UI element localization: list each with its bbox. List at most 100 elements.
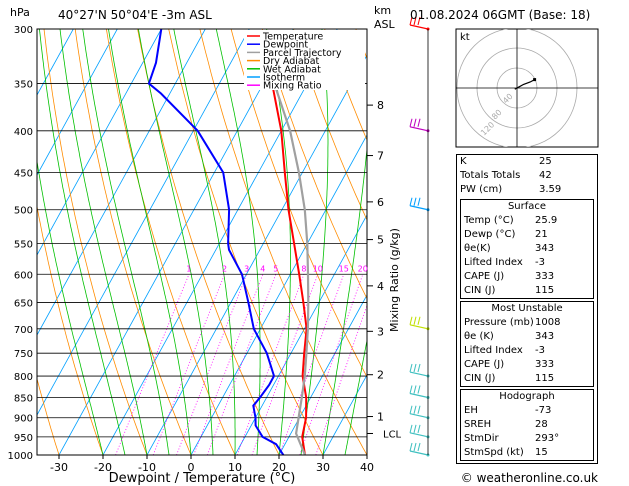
dry-adiabat-line bbox=[106, 29, 236, 455]
mixing-ratio-labels: 1 2 3 4 5 8 10 15 20 bbox=[186, 264, 367, 273]
k-index-label: K bbox=[460, 156, 467, 167]
wind-barb-feather bbox=[417, 405, 421, 414]
isotherm-line bbox=[58, 29, 294, 455]
wind-barb-feather bbox=[417, 16, 421, 26]
mixing-ratio-label: 4 bbox=[260, 264, 265, 273]
height-tick-label: 1 bbox=[377, 411, 384, 424]
x-tick-label: 40 bbox=[360, 461, 374, 474]
totals-totals-label: Totals Totals bbox=[460, 170, 521, 181]
pressure-grid bbox=[37, 28, 367, 456]
legend-entry: Dewpoint bbox=[263, 40, 308, 51]
pressure-tick-label: 650 bbox=[14, 299, 33, 310]
temperature-series-line bbox=[269, 62, 308, 455]
wind-barb-staff bbox=[409, 392, 429, 399]
surface-theta-e-value: 343 bbox=[535, 243, 555, 254]
plot-frame bbox=[36, 28, 368, 456]
height-axis: 8 7 6 5 4 3 2 1 LCL bbox=[367, 99, 402, 440]
mixing-ratio-line bbox=[279, 274, 345, 455]
legend-entry: Mixing Ratio bbox=[263, 81, 322, 92]
surface-theta-e-label: θe(K) bbox=[464, 243, 491, 254]
height-tick-label: 2 bbox=[377, 369, 384, 382]
datetime-title: 01.08.2024 06GMT (Base: 18) bbox=[410, 8, 590, 22]
hodograph-end-marker bbox=[533, 78, 537, 82]
wind-barb-staff bbox=[409, 24, 429, 30]
lcl-label: LCL bbox=[383, 429, 402, 440]
dry-adiabat-line bbox=[605, 29, 629, 455]
isotherm-line bbox=[37, 29, 118, 176]
wind-barb-feather bbox=[413, 16, 417, 26]
surface-title: Surface bbox=[507, 201, 547, 212]
pressure-tick-label: 900 bbox=[14, 414, 33, 425]
mixing-ratio-label: 2 bbox=[222, 264, 227, 273]
surface-cin-label: CIN (J) bbox=[464, 285, 496, 296]
dry-adiabat-line bbox=[199, 29, 367, 455]
pressure-tick-label: 450 bbox=[14, 168, 33, 179]
wind-barb-feather bbox=[409, 405, 413, 414]
wind-barb-staff bbox=[409, 324, 429, 330]
surface-li-label: Lifted Index bbox=[464, 257, 523, 268]
pressure-unit-label: hPa bbox=[10, 6, 30, 19]
stmspd-label: StmSpd (kt) bbox=[464, 447, 524, 458]
location-title: 40°27'N 50°04'E -3m ASL bbox=[58, 8, 212, 22]
isotherm-line bbox=[146, 54, 367, 455]
most-unstable-title: Most Unstable bbox=[491, 303, 563, 314]
height-tick-label: 6 bbox=[377, 196, 384, 209]
indices-panel: K 25 Totals Totals 42 PW (cm) 3.59 Surface … bbox=[456, 154, 598, 464]
legend-entry: Temperature bbox=[262, 32, 323, 43]
wind-barb-feather bbox=[409, 316, 413, 325]
mixing-ratio-line bbox=[152, 274, 225, 455]
dry-adiabat-line bbox=[293, 29, 367, 221]
wind-barb-feather bbox=[417, 363, 421, 373]
wind-barb-feather bbox=[409, 197, 413, 206]
stmdir-value: 293° bbox=[535, 433, 560, 444]
mixing-ratio-axis-label: Mixing Ratio (g/kg) bbox=[388, 228, 401, 332]
eh-value: -73 bbox=[535, 405, 552, 416]
wet-adiabat-line bbox=[344, 338, 367, 455]
legend-entry: Wet Adiabat bbox=[263, 64, 321, 75]
wind-barb-feather bbox=[409, 16, 413, 26]
mu-cin-label: CIN (J) bbox=[464, 373, 496, 384]
totals-totals-value: 42 bbox=[539, 170, 552, 181]
pressure-tick-label: 400 bbox=[14, 127, 33, 138]
x-tick-label: 0 bbox=[188, 461, 195, 474]
legend-entry: Isotherm bbox=[263, 73, 305, 84]
wind-barb-staff bbox=[409, 413, 429, 419]
mixing-ratio-label: 10 bbox=[313, 264, 323, 273]
wet-adiabat-line bbox=[108, 29, 192, 455]
hodograph-section: Hodograph EH -73 SREH 28 StmDir 293° StmSpd… bbox=[460, 389, 594, 461]
pressure-tick-label: 300 bbox=[14, 25, 33, 36]
axis-layer: 3003504004505005506006507007508008509009… bbox=[8, 25, 374, 474]
pressure-tick-label: 950 bbox=[14, 433, 33, 444]
wind-barb-staff bbox=[409, 432, 429, 438]
wind-barb-feather bbox=[413, 316, 417, 325]
surface-temp-value: 25.9 bbox=[535, 215, 558, 226]
mu-li-value: -3 bbox=[535, 345, 545, 356]
pw-label: PW (cm) bbox=[460, 184, 503, 195]
legend-entry: Dry Adiabat bbox=[263, 56, 320, 67]
wind-barb-staff bbox=[409, 371, 429, 377]
wind-barb-feather bbox=[409, 442, 413, 452]
wind-barb-feather bbox=[417, 442, 421, 452]
surface-cape-label: CAPE (J) bbox=[464, 271, 505, 282]
parcel-trajectory-series-line bbox=[262, 51, 310, 455]
dewpoint-series-line bbox=[147, 29, 285, 455]
dry-adiabat-line bbox=[261, 29, 367, 300]
height-tick-label: 8 bbox=[377, 99, 384, 112]
pressure-tick-label: 800 bbox=[14, 372, 33, 383]
wind-barb-feather bbox=[409, 424, 413, 433]
sreh-value: 28 bbox=[535, 419, 548, 430]
x-tick-label: 10 bbox=[228, 461, 242, 474]
hodograph-trace bbox=[514, 79, 535, 90]
isotherm-line bbox=[322, 374, 367, 455]
pressure-tick-label: 750 bbox=[14, 349, 33, 360]
mu-theta-e-label: θe (K) bbox=[464, 331, 494, 342]
wind-barb-feather bbox=[413, 424, 417, 433]
wind-barb-feather bbox=[413, 118, 417, 127]
mu-li-label: Lifted Index bbox=[464, 345, 523, 356]
wind-barb-feather bbox=[417, 385, 421, 394]
pressure-tick-label: 550 bbox=[14, 239, 33, 250]
mixing-ratio-label: 15 bbox=[339, 264, 349, 273]
eh-label: EH bbox=[464, 405, 478, 416]
